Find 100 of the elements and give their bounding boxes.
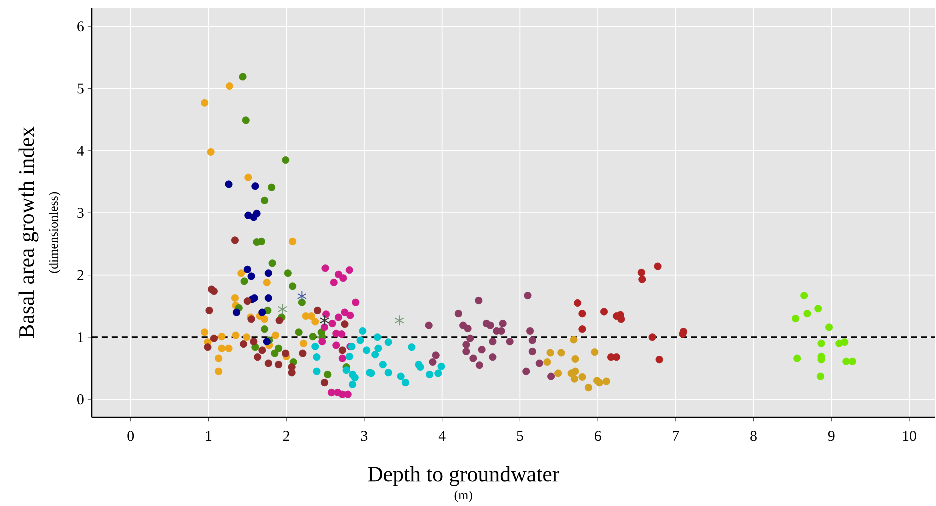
y-tick-label: 6 bbox=[78, 22, 84, 32]
point bbox=[574, 300, 582, 308]
point bbox=[429, 358, 437, 366]
point bbox=[475, 297, 483, 305]
point bbox=[466, 335, 474, 343]
point bbox=[320, 324, 329, 332]
point bbox=[338, 391, 346, 399]
point bbox=[578, 326, 586, 334]
point bbox=[276, 317, 284, 325]
point bbox=[506, 338, 514, 346]
y-tick-label: 2 bbox=[78, 270, 84, 280]
point bbox=[602, 378, 610, 386]
point bbox=[320, 315, 330, 326]
point bbox=[263, 338, 271, 346]
point bbox=[379, 361, 387, 369]
point bbox=[215, 368, 223, 376]
y-tick-label: 1 bbox=[78, 332, 84, 343]
point bbox=[238, 270, 246, 278]
point bbox=[225, 180, 233, 188]
point bbox=[348, 381, 357, 389]
point bbox=[297, 291, 307, 302]
point bbox=[408, 344, 416, 352]
point bbox=[486, 322, 494, 330]
x-axis-title: Depth to groundwater bbox=[368, 466, 560, 486]
point bbox=[596, 379, 604, 387]
point bbox=[328, 389, 336, 397]
point bbox=[570, 375, 578, 384]
point bbox=[232, 308, 241, 317]
text: (m) bbox=[454, 490, 472, 502]
point bbox=[244, 174, 252, 182]
point bbox=[207, 148, 215, 156]
y-tick-label: 3 bbox=[78, 208, 84, 218]
point bbox=[338, 354, 346, 363]
y-tick-label: 5 bbox=[78, 84, 84, 94]
point bbox=[261, 326, 269, 334]
point bbox=[312, 343, 320, 351]
point bbox=[397, 373, 405, 381]
point bbox=[338, 346, 346, 354]
point bbox=[600, 308, 608, 316]
point bbox=[308, 312, 316, 320]
point bbox=[536, 360, 544, 368]
point bbox=[526, 328, 534, 336]
x-tick-label: 2 bbox=[284, 431, 290, 442]
point bbox=[334, 314, 343, 322]
point bbox=[476, 362, 484, 370]
point bbox=[462, 341, 470, 349]
point bbox=[394, 315, 404, 326]
point bbox=[792, 315, 800, 323]
point bbox=[432, 352, 440, 360]
point bbox=[374, 334, 382, 342]
point bbox=[232, 332, 240, 340]
point bbox=[204, 344, 212, 352]
point bbox=[282, 350, 290, 358]
point bbox=[340, 274, 348, 282]
x-tick-label: 7 bbox=[673, 431, 680, 442]
point bbox=[363, 346, 371, 354]
point bbox=[570, 336, 578, 344]
y-tick-label: 0 bbox=[78, 394, 84, 405]
point bbox=[554, 370, 562, 378]
x-tick-label: 10 bbox=[903, 431, 916, 442]
point bbox=[342, 366, 350, 374]
point bbox=[264, 294, 272, 302]
point bbox=[268, 184, 276, 192]
point bbox=[299, 350, 307, 358]
point bbox=[248, 272, 256, 280]
point bbox=[338, 330, 346, 338]
point bbox=[324, 371, 332, 379]
point bbox=[818, 340, 826, 348]
point bbox=[206, 307, 214, 315]
point bbox=[244, 298, 252, 306]
point bbox=[351, 374, 359, 382]
point bbox=[284, 270, 292, 278]
point bbox=[384, 338, 392, 346]
point bbox=[289, 238, 297, 246]
point bbox=[282, 156, 290, 164]
point bbox=[584, 384, 592, 392]
point bbox=[322, 264, 330, 272]
point bbox=[313, 354, 321, 362]
point bbox=[318, 338, 326, 346]
x-tick-label: 0 bbox=[128, 431, 134, 442]
point bbox=[804, 310, 812, 318]
point bbox=[261, 316, 269, 324]
point bbox=[841, 338, 849, 346]
point bbox=[638, 269, 646, 277]
point bbox=[578, 310, 586, 318]
point bbox=[341, 320, 349, 328]
point bbox=[314, 307, 322, 315]
point bbox=[434, 370, 442, 378]
point bbox=[225, 345, 233, 353]
point bbox=[264, 270, 272, 278]
x-tick-label: 5 bbox=[517, 431, 524, 442]
x-tick-label: 8 bbox=[750, 431, 757, 442]
point bbox=[346, 312, 354, 320]
point bbox=[278, 304, 288, 316]
point bbox=[272, 332, 280, 340]
point bbox=[489, 338, 497, 346]
point bbox=[591, 348, 599, 356]
point bbox=[402, 379, 410, 387]
x-tick-label: 6 bbox=[594, 431, 602, 442]
point bbox=[226, 82, 234, 90]
